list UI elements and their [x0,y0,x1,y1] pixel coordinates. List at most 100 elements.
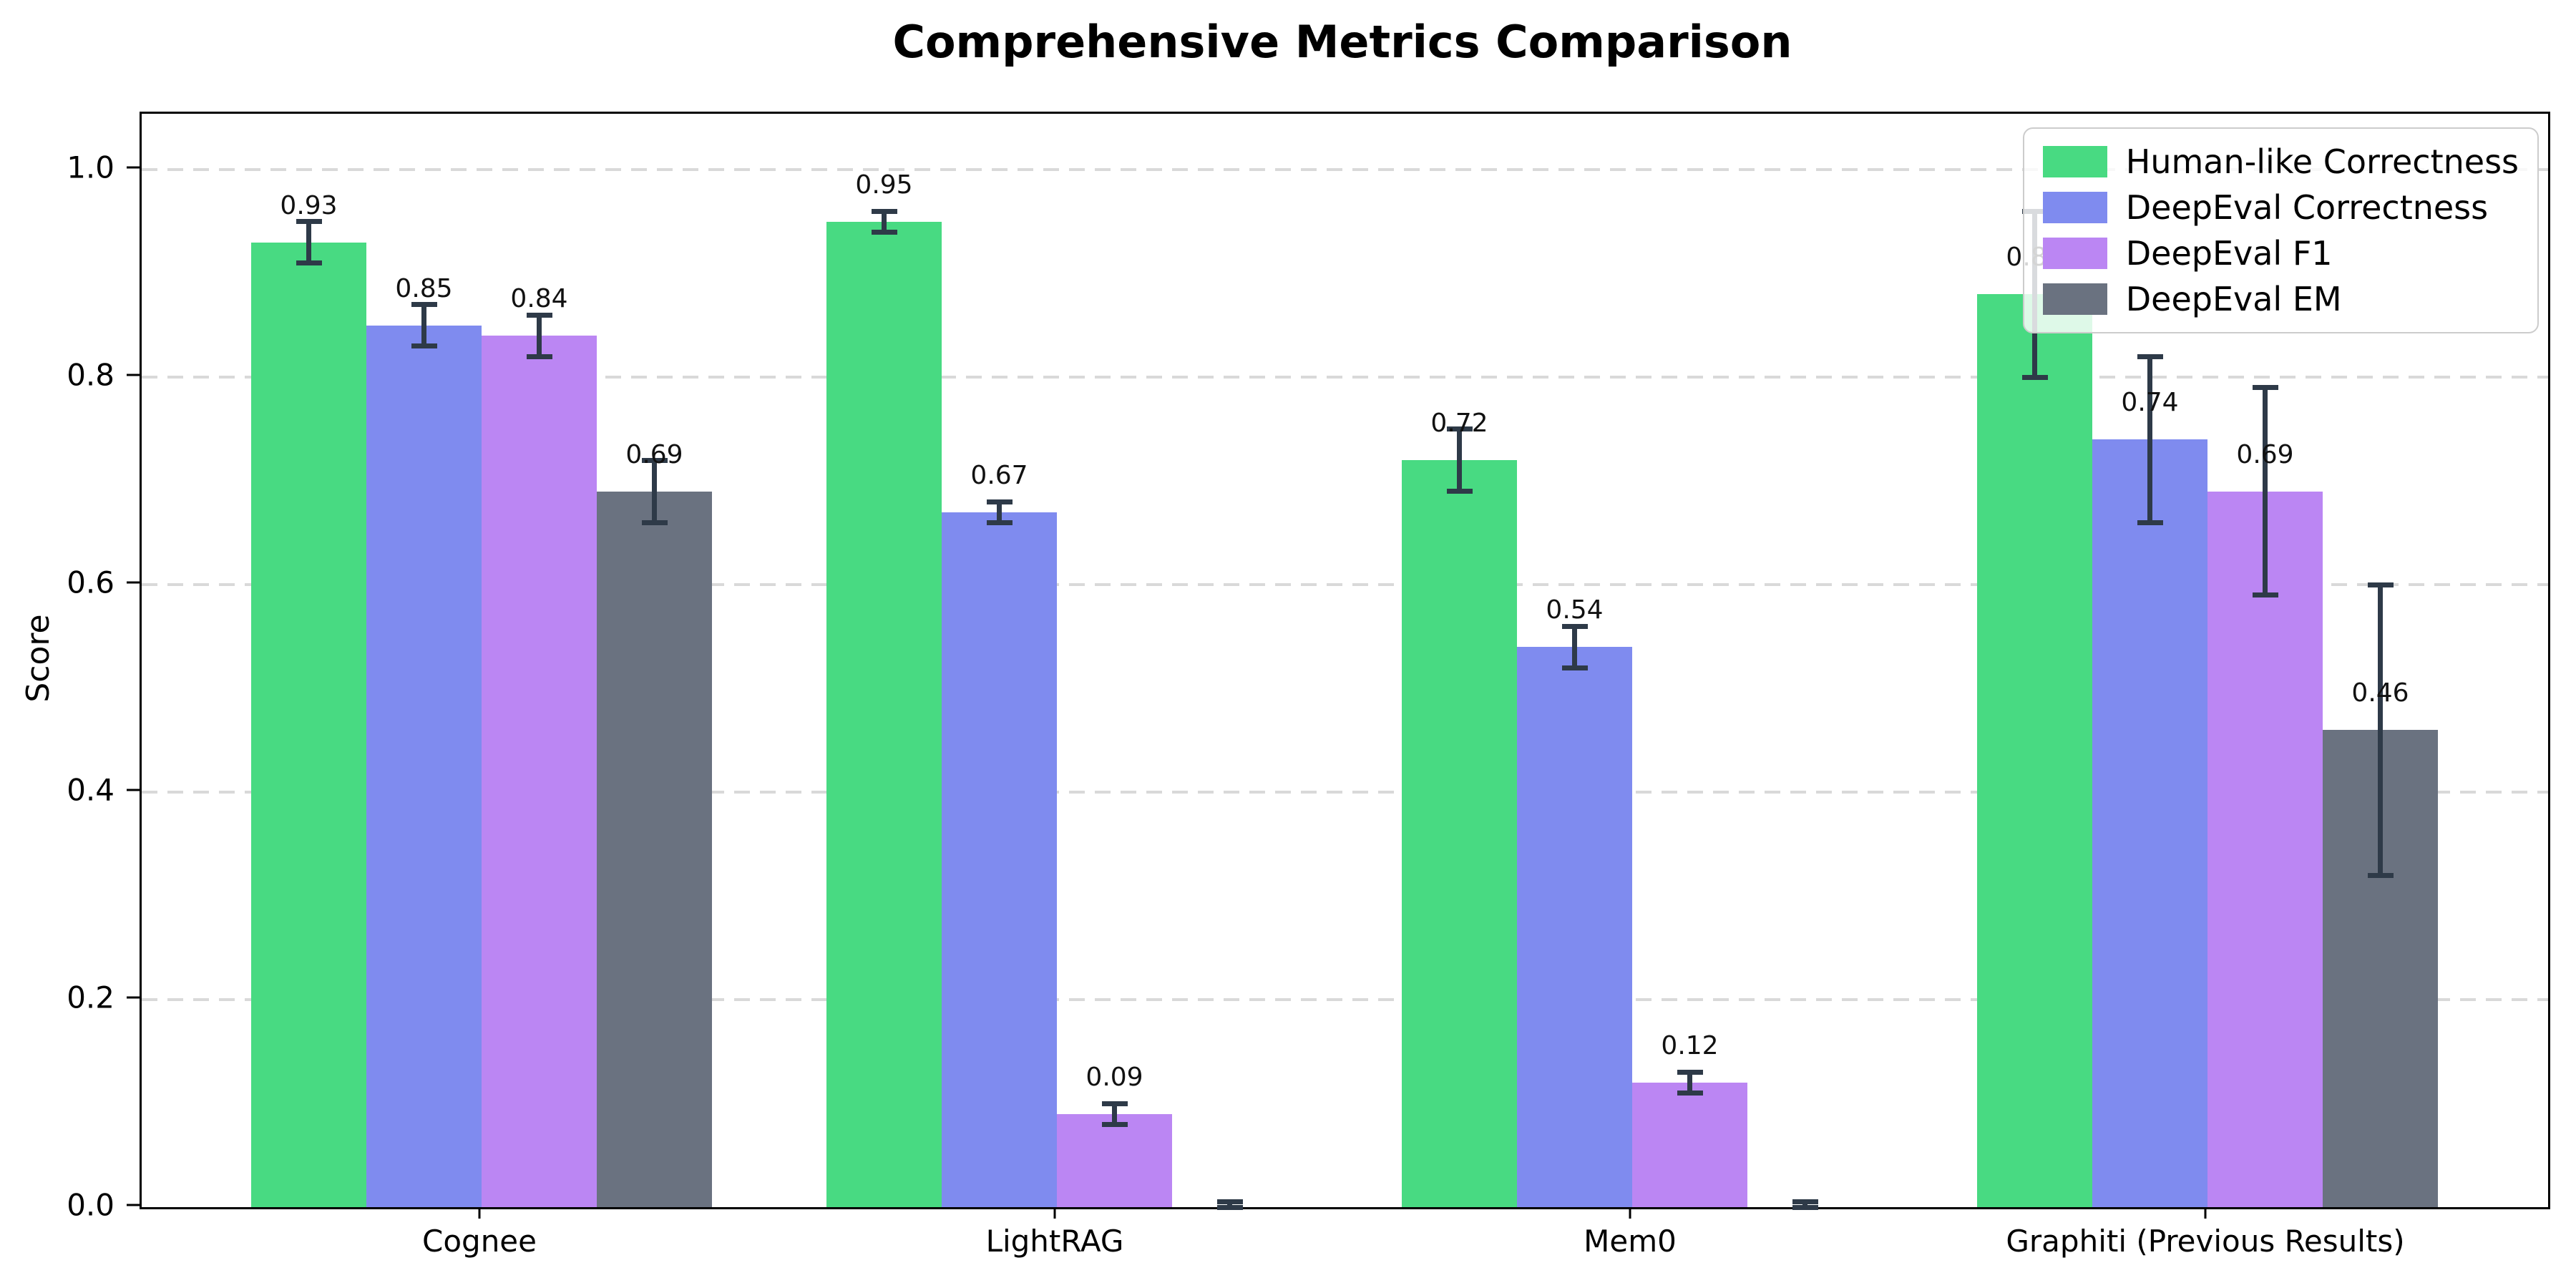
error-bar-cap [1216,1199,1243,1205]
legend-label: DeepEval F1 [2125,234,2333,273]
error-bar-cap [411,343,437,349]
error-bar [537,315,542,357]
bar [1632,1083,1747,1207]
error-bar-cap [296,260,322,266]
bar-value-label: 0.84 [510,284,568,314]
error-bar-cap [2252,385,2278,391]
legend-item: DeepEval Correctness [2042,185,2519,230]
error-bar [652,460,657,523]
bar [826,221,942,1207]
x-tick-label: Graphiti (Previous Results) [2006,1224,2405,1259]
y-tick-label: 0.4 [67,772,114,808]
bar-value-label: 0.54 [1546,595,1604,625]
error-bar-cap [411,302,437,308]
y-tick-label: 1.0 [67,150,114,185]
error-bar-cap [1677,1070,1703,1075]
error-bar [2147,356,2152,523]
error-bar-cap [2252,592,2278,598]
x-tick-mark [478,1207,481,1219]
error-bar-cap [526,312,552,318]
y-tick-label: 0.2 [67,980,114,1015]
error-bar-cap [871,208,897,214]
bar [2207,491,2323,1207]
legend-item: DeepEval EM [2042,276,2519,322]
error-bar-cap [2137,353,2163,359]
legend-swatch [2042,146,2107,177]
error-bar-cap [526,353,552,359]
error-bar-cap [296,219,322,225]
y-tick-mark [127,166,140,169]
error-bar [2263,387,2268,595]
error-bar-cap [1101,1121,1128,1127]
y-tick-label: 0.6 [67,565,114,600]
bar [1402,460,1517,1207]
bar [1517,647,1632,1207]
bar [2092,439,2207,1207]
x-tick-mark [1053,1207,1056,1219]
legend-swatch [2042,192,2107,223]
bar-value-label: 0.46 [2351,678,2409,708]
y-tick-mark [127,996,140,999]
bar [1057,1113,1172,1207]
bar-value-label: 0.93 [280,190,338,220]
error-bar-cap [1792,1199,1818,1205]
y-axis-label: Score [20,614,57,703]
x-tick-label: LightRAG [985,1224,1124,1259]
error-bar-cap [986,499,1013,504]
bar-value-label: 0.69 [2236,439,2294,469]
y-tick-mark [127,581,140,584]
legend-label: Human-like Correctness [2125,142,2519,181]
bar-value-label: 0.67 [970,460,1028,490]
legend-swatch [2042,283,2107,315]
bar [482,336,597,1207]
error-bar-cap [2137,519,2163,525]
y-tick-mark [127,789,140,791]
error-bar-cap [1101,1101,1128,1106]
gridline [142,791,2548,794]
error-bar [1572,626,1577,668]
gridline [142,376,2548,379]
legend-label: DeepEval EM [2125,280,2342,318]
bar [366,325,482,1207]
y-tick-mark [127,374,140,376]
error-bar [1112,1103,1117,1124]
gridline [142,583,2548,587]
error-bar [1227,1201,1232,1207]
legend-swatch [2042,238,2107,269]
x-tick-label: Mem0 [1584,1224,1677,1259]
x-tick-label: Cognee [422,1224,537,1259]
error-bar [882,211,887,233]
bar-value-label: 0.12 [1661,1031,1719,1061]
legend: Human-like Correctness DeepEval Correctne… [2022,127,2539,333]
error-bar-cap [1216,1204,1243,1210]
legend-item: DeepEval F1 [2042,230,2519,276]
gridline [142,168,2548,172]
error-bar-cap [641,457,668,463]
error-bar-cap [1561,623,1588,629]
error-bar [2378,585,2383,876]
chart-title: Comprehensive Metrics Comparison [892,16,1792,68]
bar [251,242,366,1207]
bar-value-label: 0.85 [395,273,453,303]
error-bar [1687,1072,1692,1093]
gridline [142,998,2548,1002]
bar-value-label: 0.69 [625,439,683,469]
y-tick-mark [127,1204,140,1206]
bar-value-label: 0.95 [855,170,913,200]
bar-value-label: 0.09 [1085,1062,1143,1092]
y-tick-label: 0.8 [67,357,114,393]
error-bar [997,502,1002,523]
error-bar [306,221,311,263]
legend-item: Human-like Correctness [2042,139,2519,185]
error-bar-cap [1792,1204,1818,1210]
bar [597,491,712,1207]
error-bar-cap [2367,582,2394,587]
error-bar-cap [2021,374,2048,380]
error-bar-cap [2367,872,2394,878]
error-bar-cap [641,519,668,525]
x-tick-mark [1629,1207,1631,1219]
error-bar [1457,429,1462,492]
bar-value-label: 0.72 [1430,409,1488,439]
y-tick-label: 0.0 [67,1187,114,1223]
